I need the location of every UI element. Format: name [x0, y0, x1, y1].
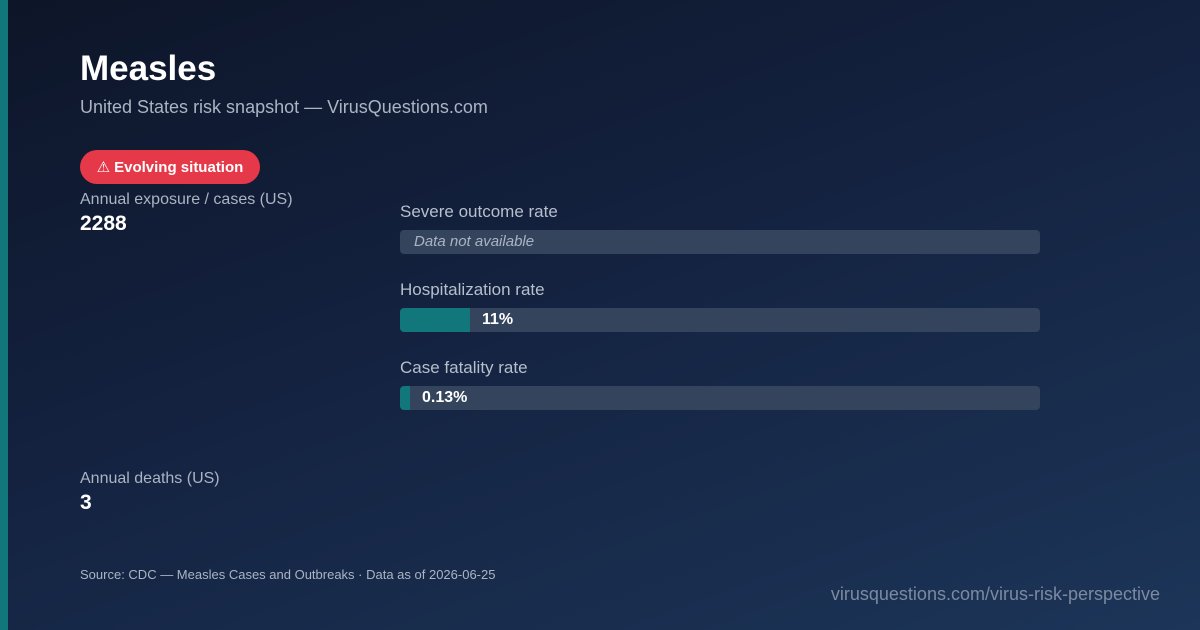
annual-cases-value: 2288: [80, 212, 127, 235]
accent-bar: [0, 0, 8, 630]
status-badge-label: Evolving situation: [114, 158, 244, 176]
severe-outcome-bar: Data not available: [400, 230, 1040, 254]
status-badge: ⚠ Evolving situation: [80, 150, 260, 184]
severe-outcome-label: Severe outcome rate: [400, 202, 558, 221]
hospitalization-bar: 11%: [400, 308, 1040, 332]
hospitalization-value: 11%: [482, 311, 514, 328]
case-fatality-bar-fill: [400, 386, 410, 410]
case-fatality-label: Case fatality rate: [400, 358, 528, 377]
source-note: Source: CDC — Measles Cases and Outbreak…: [80, 567, 496, 582]
annual-deaths-label: Annual deaths (US): [80, 470, 220, 487]
case-fatality-metric: Case fatality rate 0.13%: [400, 358, 1040, 410]
page-subtitle: United States risk snapshot — VirusQuest…: [80, 97, 488, 117]
page-title: Measles: [80, 49, 217, 88]
case-fatality-bar: 0.13%: [400, 386, 1040, 410]
hospitalization-metric: Hospitalization rate 11%: [400, 280, 1040, 332]
severe-outcome-na-text: Data not available: [414, 233, 535, 250]
hospitalization-label: Hospitalization rate: [400, 280, 545, 299]
severe-outcome-metric: Severe outcome rate Data not available: [400, 202, 1040, 254]
warning-icon: ⚠: [96, 159, 111, 176]
footer-url: virusquestions.com/virus-risk-perspectiv…: [830, 584, 1160, 604]
annual-deaths-value: 3: [80, 491, 92, 514]
case-fatality-value: 0.13%: [422, 389, 468, 406]
hospitalization-bar-fill: [400, 308, 470, 332]
annual-cases-label: Annual exposure / cases (US): [80, 191, 293, 208]
